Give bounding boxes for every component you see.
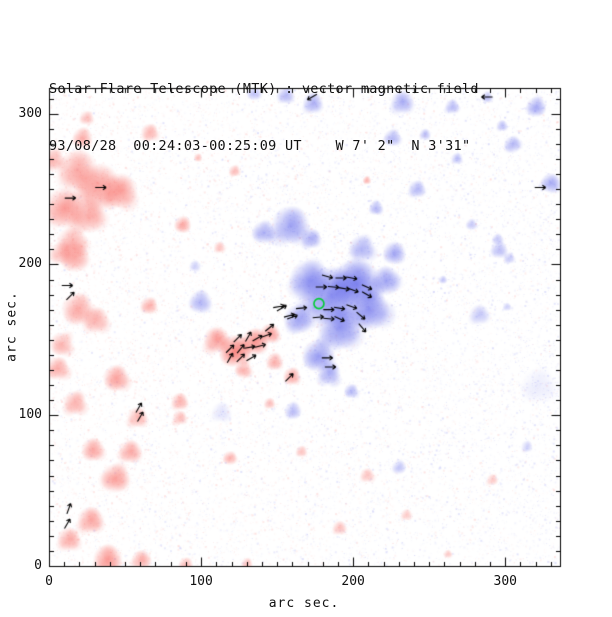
x-tick-label: 300 [493, 574, 517, 589]
x-tick-label: 200 [341, 574, 365, 589]
y-tick-label: 0 [34, 558, 42, 573]
x-tick-label: 0 [45, 574, 53, 589]
figure-title: Solar Flare Telescope (MTK) : vector mag… [49, 81, 479, 97]
y-tick-label: 100 [18, 407, 42, 423]
observation-info: 93/08/28 00:24:03-00:25:09 UT W 7' 2" N … [49, 138, 471, 154]
x-tick-label: 100 [189, 574, 213, 589]
figure-title-block: Solar Flare Telescope (MTK) : vector mag… [49, 42, 479, 194]
y-tick-label: 300 [18, 105, 42, 121]
y-axis-label: arc sec. [4, 291, 20, 362]
y-tick-label: 200 [18, 256, 42, 272]
x-axis-label: arc sec. [268, 596, 340, 611]
